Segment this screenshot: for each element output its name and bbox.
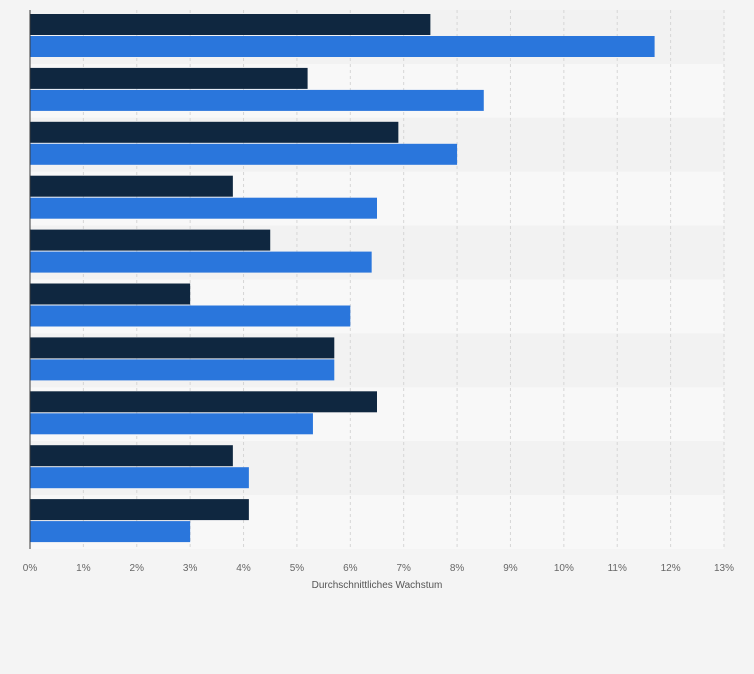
x-tick-label: 4% — [236, 563, 251, 574]
x-tick-labels: 0% 1% 2% 3% 4% 5% 6% 7% 8% 9% 10% 11% 12% 13% — [23, 563, 734, 574]
bar-series2-7 — [30, 359, 335, 381]
x-tick-label: 0% — [23, 563, 38, 574]
bar-series2-9 — [30, 467, 249, 489]
bar-series1-9 — [30, 445, 233, 467]
x-tick-label: 7% — [396, 563, 411, 574]
x-tick-label: 8% — [450, 563, 465, 574]
x-tick-label: 10% — [554, 563, 574, 574]
bar-series1-4 — [30, 175, 233, 197]
bar-series2-3 — [30, 143, 458, 165]
x-tick-label: 3% — [183, 563, 198, 574]
x-tick-label: 12% — [661, 563, 681, 574]
bar-series1-3 — [30, 121, 399, 143]
bar-series2-5 — [30, 251, 372, 273]
x-tick-label: 9% — [503, 563, 518, 574]
bar-series2-10 — [30, 521, 191, 543]
bar-series1-7 — [30, 337, 335, 359]
bars — [30, 14, 655, 543]
bar-series2-2 — [30, 89, 484, 111]
bar-series1-8 — [30, 391, 377, 413]
bar-series1-5 — [30, 229, 271, 251]
x-axis-label: Durchschnittliches Wachstum — [312, 580, 443, 591]
bar-series1-1 — [30, 14, 431, 35]
bar-series1-6 — [30, 283, 191, 305]
bar-series1-2 — [30, 67, 308, 89]
x-tick-label: 6% — [343, 563, 358, 574]
x-tick-label: 11% — [608, 563, 627, 574]
bar-series2-6 — [30, 305, 351, 327]
x-tick-label: 1% — [76, 563, 91, 574]
bar-series2-8 — [30, 413, 313, 435]
x-tick-label: 5% — [290, 563, 305, 574]
bar-series2-4 — [30, 197, 377, 219]
x-tick-label: 13% — [714, 563, 734, 574]
bar-series2-1 — [30, 36, 655, 57]
x-tick-label: 2% — [130, 563, 145, 574]
bar-series1-10 — [30, 499, 249, 521]
